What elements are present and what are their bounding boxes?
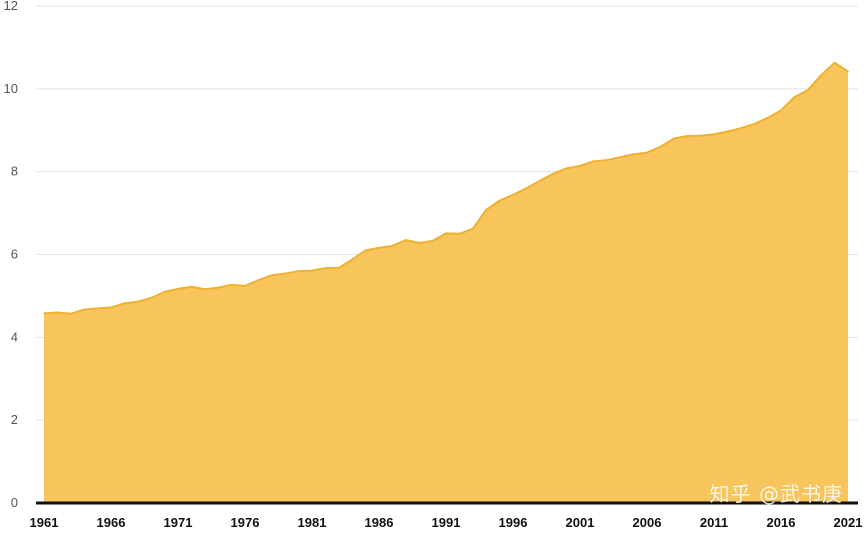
data-point <box>726 130 729 133</box>
data-point <box>699 134 702 137</box>
data-point <box>713 133 715 136</box>
data-point <box>163 290 166 293</box>
area-fill <box>44 62 848 503</box>
data-point <box>297 270 300 272</box>
data-point <box>311 269 313 272</box>
data-point <box>405 239 407 241</box>
y-tick-label: 6 <box>11 247 18 262</box>
watermark: 知乎 @武书庚 <box>709 482 843 506</box>
area-series <box>43 61 849 503</box>
data-point <box>56 311 59 314</box>
data-point <box>431 240 434 242</box>
data-point <box>244 285 246 287</box>
x-tick-label: 1996 <box>499 515 528 530</box>
y-tick-label: 0 <box>11 495 18 510</box>
data-point <box>659 146 662 148</box>
data-point <box>217 286 219 289</box>
data-point <box>766 117 769 119</box>
data-point <box>632 153 635 156</box>
x-tick-label: 1971 <box>164 515 193 530</box>
data-point <box>780 109 782 112</box>
data-point <box>793 96 796 98</box>
y-tick-label: 10 <box>4 81 18 96</box>
data-point <box>70 312 72 315</box>
x-tick-label: 2016 <box>767 515 796 530</box>
data-point <box>110 306 112 309</box>
x-tick-label: 1976 <box>231 515 260 530</box>
data-point <box>512 194 514 196</box>
data-point <box>847 70 849 73</box>
x-tick-label: 1966 <box>97 515 126 530</box>
data-point <box>592 160 595 163</box>
y-axis: 0 2 4 6 8 10 12 <box>4 0 18 510</box>
data-point <box>458 232 461 235</box>
data-point <box>96 307 99 310</box>
data-point <box>204 288 206 291</box>
data-point <box>539 179 541 182</box>
data-point <box>378 247 380 249</box>
data-point <box>753 123 755 125</box>
data-point <box>364 249 367 252</box>
data-point <box>338 266 340 269</box>
data-point <box>230 283 233 286</box>
x-tick-label: 2021 <box>834 515 863 530</box>
y-tick-label: 2 <box>11 412 18 427</box>
data-point <box>391 245 394 247</box>
x-tick-label: 2001 <box>566 515 595 530</box>
data-point <box>807 89 809 91</box>
y-tick-label: 8 <box>11 164 18 179</box>
data-point <box>606 159 608 161</box>
data-point <box>257 279 260 281</box>
data-point <box>418 242 421 244</box>
x-tick-label: 1981 <box>298 515 327 530</box>
data-point <box>552 172 554 175</box>
data-point <box>740 127 742 129</box>
data-point <box>190 286 193 288</box>
x-tick-label: 1991 <box>432 515 461 530</box>
x-tick-label: 1961 <box>30 515 59 530</box>
data-point <box>673 137 675 140</box>
data-point <box>579 165 581 167</box>
data-point <box>619 156 621 158</box>
data-point <box>525 187 528 190</box>
x-tick-label: 1986 <box>365 515 394 530</box>
y-tick-label: 12 <box>4 0 18 13</box>
data-point <box>324 267 327 269</box>
data-point <box>351 258 354 261</box>
data-point <box>565 167 568 170</box>
data-point <box>271 274 273 277</box>
data-point <box>445 232 447 235</box>
x-tick-label: 2011 <box>700 515 728 530</box>
data-point <box>83 308 85 311</box>
data-point <box>123 302 126 305</box>
x-axis: 1961 1966 1971 1976 1981 1986 1991 1996 2001 2006… <box>30 501 863 530</box>
data-point <box>646 151 648 154</box>
data-point <box>485 208 488 211</box>
data-point <box>498 199 501 202</box>
y-tick-label: 4 <box>11 329 18 344</box>
data-point <box>686 135 688 137</box>
data-point <box>833 61 836 64</box>
data-point <box>472 228 474 230</box>
data-point <box>137 300 139 303</box>
data-point <box>820 74 822 76</box>
x-tick-label: 2006 <box>633 515 662 530</box>
data-point <box>43 312 45 315</box>
data-point <box>150 297 152 299</box>
data-point <box>177 288 179 290</box>
data-point <box>284 272 287 275</box>
